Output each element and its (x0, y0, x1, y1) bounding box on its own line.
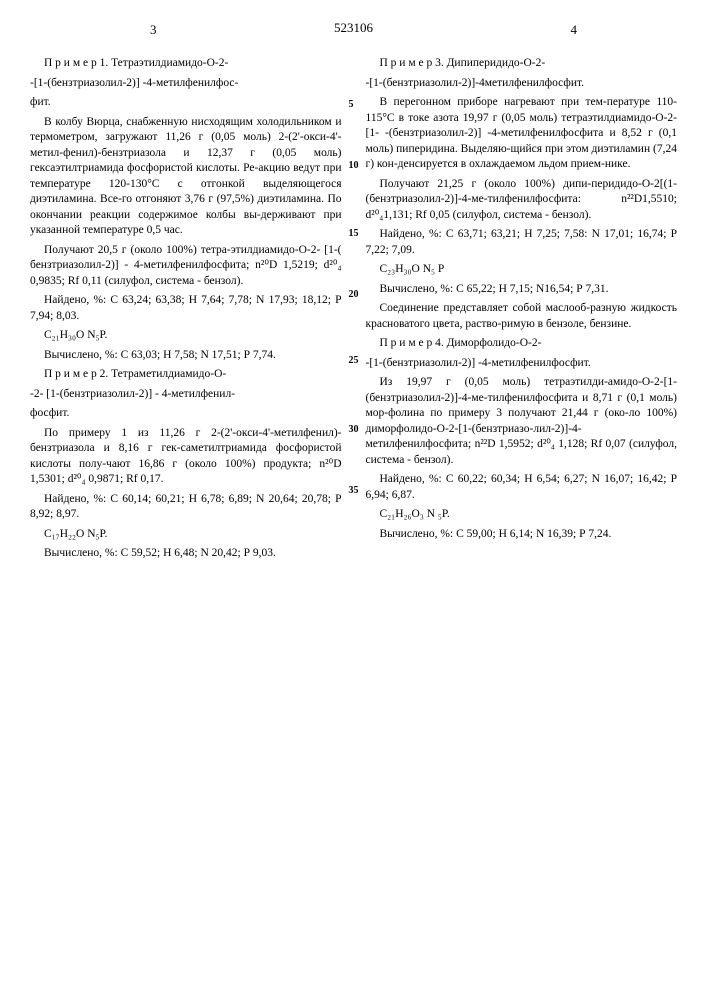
line-marker-35: 35 (349, 485, 359, 496)
left-column: П р и м е р 1. Тетраэтилдиамидо-О-2- -[1… (30, 56, 342, 566)
example-3-formula: С₂₃Н₃₀О N₅ Р (366, 262, 678, 278)
document-page: 3 523106 4 5 10 15 20 25 30 35 П р и м е… (0, 0, 707, 1000)
example-2-title-line1: П р и м е р 2. Тетраметилдиамидо-О- (30, 367, 342, 383)
example-3-description: Соединение представляет собой маслооб-ра… (366, 301, 678, 332)
example-2-title-line3: фосфит. (30, 406, 342, 422)
example-1-result: Получают 20,5 г (около 100%) тетра-этилд… (30, 243, 342, 290)
header-row: 523106 (30, 20, 677, 36)
example-4-title-line2: -[1-(бензтриазолил-2)] -4-метилфенилфосф… (366, 356, 678, 372)
right-column: П р и м е р 3. Дипиперидидо-О-2- -[1-(бе… (366, 56, 678, 566)
example-1-procedure: В колбу Вюрца, снабженную нисходящим хол… (30, 115, 342, 239)
example-2-calculated: Вычислено, %: С 59,52; Н 6,48; N 20,42; … (30, 546, 342, 562)
example-2-found: Найдено, %: С 60,14; 60,21; Н 6,78; 6,89… (30, 492, 342, 523)
example-4-formula: С₂₁Н₂₆О₃ N ₅Р. (366, 507, 678, 523)
line-marker-15: 15 (349, 228, 359, 239)
line-marker-20: 20 (349, 289, 359, 300)
example-4-title-line1: П р и м е р 4. Диморфолидо-О-2- (366, 336, 678, 352)
example-4-found: Найдено, %: С 60,22; 60,34; Н 6,54; 6,27… (366, 472, 678, 503)
example-1-formula: С₂₁Н₃₀О N₅Р. (30, 328, 342, 344)
line-marker-30: 30 (349, 424, 359, 435)
example-1-title-line1: П р и м е р 1. Тетраэтилдиамидо-О-2- (30, 56, 342, 72)
example-3-procedure: В перегонном приборе нагревают при тем-п… (366, 95, 678, 173)
line-marker-10: 10 (349, 160, 359, 171)
example-3-calculated: Вычислено, %: С 65,22; Н 7,15; N16,54; Р… (366, 282, 678, 298)
example-4-procedure: Из 19,97 г (0,05 моль) тетраэтилди-амидо… (366, 375, 678, 468)
example-3-result: Получают 21,25 г (около 100%) дипи-перид… (366, 177, 678, 224)
line-marker-25: 25 (349, 355, 359, 366)
line-marker-5: 5 (349, 99, 359, 110)
example-3-title-line1: П р и м е р 3. Дипиперидидо-О-2- (366, 56, 678, 72)
page-number-left: 3 (150, 22, 157, 38)
example-3-found: Найдено, %: С 63,71; 63,21; Н 7,25; 7,58… (366, 227, 678, 258)
example-1-title-line3: фит. (30, 95, 342, 111)
example-1-found: Найдено, %: С 63,24; 63,38; Н 7,64; 7,78… (30, 293, 342, 324)
example-3-title-line2: -[1-(бензтриазолил-2)]-4метилфенилфосфит… (366, 76, 678, 92)
example-1-title-line2: -[1-(бензтриазолил-2)] -4-метилфенилфос- (30, 76, 342, 92)
example-1-calculated: Вычислено, %: С 63,03; Н 7,58; N 17,51; … (30, 348, 342, 364)
example-2-procedure: По примеру 1 из 11,26 г 2-(2'-окси-4'-ме… (30, 426, 342, 488)
line-number-gutter: 5 10 15 20 25 30 35 (349, 55, 359, 496)
example-4-calculated: Вычислено, %: С 59,00; Н 6,14; N 16,39; … (366, 527, 678, 543)
example-2-title-line2: -2- [1-(бензтриазолил-2)] - 4-метилфенил… (30, 387, 342, 403)
page-number-right: 4 (571, 22, 578, 38)
example-2-formula: С₁₇Н₂₂О N₅Р. (30, 527, 342, 543)
document-number: 523106 (334, 20, 373, 36)
